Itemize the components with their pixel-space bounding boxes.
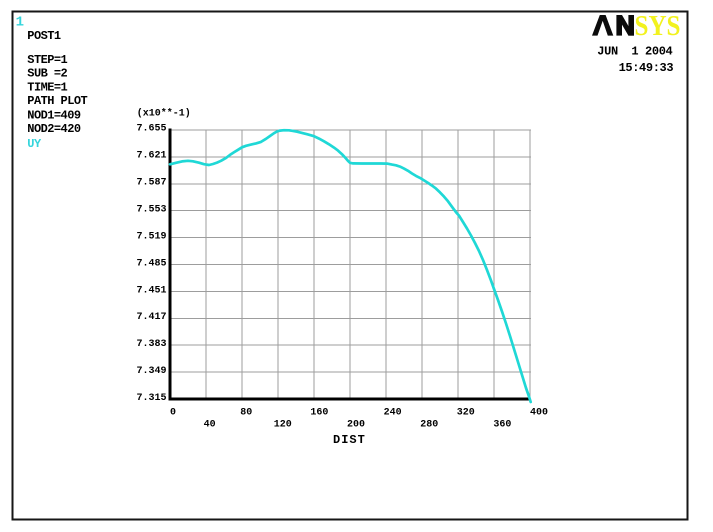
svg-text:160: 160: [310, 408, 328, 419]
svg-text:STEP=1: STEP=1: [27, 53, 67, 67]
svg-text:15:49:33: 15:49:33: [619, 61, 674, 75]
svg-text:JUN 1 2004: JUN 1 2004: [597, 45, 672, 59]
svg-text:0: 0: [170, 408, 176, 419]
svg-text:240: 240: [384, 408, 402, 419]
svg-text:POST1: POST1: [27, 29, 61, 43]
svg-text:40: 40: [204, 420, 216, 431]
svg-text:7.451: 7.451: [136, 285, 166, 296]
svg-text:UY: UY: [27, 137, 42, 151]
svg-text:DIST: DIST: [333, 433, 366, 447]
svg-text:TIME=1: TIME=1: [27, 80, 67, 94]
svg-text:7.621: 7.621: [136, 151, 166, 162]
svg-text:SYS: SYS: [635, 11, 681, 42]
svg-text:120: 120: [274, 420, 292, 431]
svg-text:NOD2=420: NOD2=420: [27, 122, 81, 136]
svg-text:1: 1: [16, 15, 24, 31]
svg-text:7.349: 7.349: [136, 366, 166, 377]
svg-text:80: 80: [240, 408, 252, 419]
svg-text:7.519: 7.519: [136, 231, 166, 242]
svg-text:360: 360: [493, 420, 511, 431]
svg-text:PATH PLOT: PATH PLOT: [27, 94, 87, 108]
svg-text:7.417: 7.417: [136, 312, 166, 323]
svg-text:(x10**-1): (x10**-1): [137, 107, 191, 119]
svg-text:200: 200: [347, 420, 365, 431]
svg-text:7.553: 7.553: [136, 205, 166, 216]
svg-text:7.315: 7.315: [136, 393, 166, 404]
svg-text:7.383: 7.383: [136, 339, 166, 350]
svg-text:SUB =2: SUB =2: [27, 67, 67, 81]
svg-text:NOD1=409: NOD1=409: [27, 108, 81, 122]
svg-text:280: 280: [420, 420, 438, 431]
svg-text:7.485: 7.485: [136, 258, 166, 269]
svg-text:400: 400: [530, 408, 548, 419]
svg-text:7.587: 7.587: [136, 178, 166, 189]
svg-text:320: 320: [457, 408, 475, 419]
svg-text:7.655: 7.655: [136, 124, 166, 135]
